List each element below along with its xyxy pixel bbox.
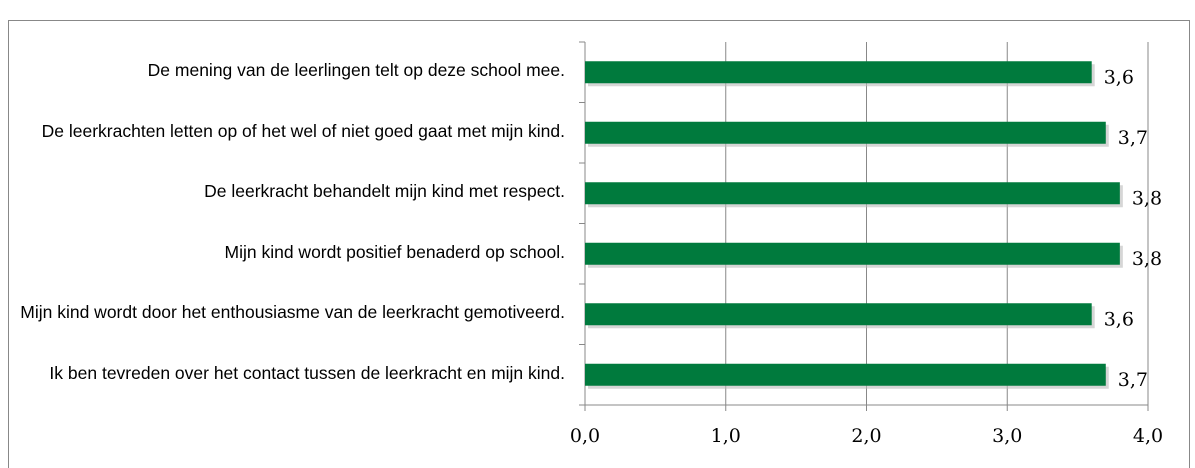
bar [585,363,1106,386]
y-tick-label: Ik ben tevreden over het contact tussen … [49,362,565,383]
x-tick-label: 1,0 [711,425,741,447]
bar [585,182,1120,205]
value-label: 3,8 [1132,187,1162,209]
value-label: 3,6 [1104,308,1134,330]
value-label: 3,6 [1104,66,1134,88]
x-tick-label: 3,0 [992,425,1022,447]
x-tick-label: 4,0 [1133,425,1163,447]
y-tick-label: De leerkrachten letten op of het wel of … [41,120,565,141]
y-tick-label: Mijn kind wordt positief benaderd op sch… [224,241,565,262]
value-label: 3,7 [1118,369,1148,391]
value-label: 3,7 [1118,127,1148,149]
y-tick-label: De leerkracht behandelt mijn kind met re… [204,181,565,202]
x-tick-label: 2,0 [851,425,881,447]
chart-border [8,20,1190,468]
value-label: 3,8 [1132,248,1162,270]
x-tick-label: 0,0 [570,425,600,447]
y-tick-label: De mening van de leerlingen telt op deze… [147,60,565,81]
bar [585,303,1092,326]
y-tick-label: Mijn kind wordt door het enthousiasme va… [20,302,565,323]
bar [585,242,1120,265]
bar [585,61,1092,84]
bar [585,121,1106,144]
